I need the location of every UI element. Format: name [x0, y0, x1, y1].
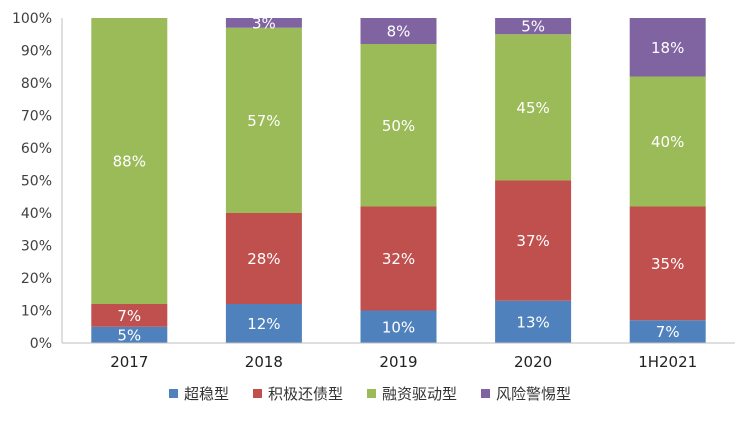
bar-segment	[495, 300, 572, 343]
data-label: 7%	[656, 323, 680, 341]
bar-segment	[360, 18, 437, 44]
bar-segment	[91, 304, 168, 327]
legend-item: 积极还债型	[252, 383, 343, 404]
y-tick-label: 70%	[21, 109, 52, 125]
legend-swatch	[168, 389, 178, 398]
bar-segment	[225, 18, 302, 28]
data-label: 32%	[382, 250, 415, 268]
y-tick-label: 40%	[21, 206, 52, 222]
bar-segment	[629, 76, 706, 207]
data-label: 40%	[651, 133, 684, 151]
bar-segment	[495, 18, 572, 35]
data-label: 45%	[516, 99, 549, 117]
bar-segment	[225, 213, 302, 304]
data-label: 5%	[521, 18, 545, 36]
bars	[91, 18, 706, 343]
legend-label: 超稳型	[183, 385, 229, 403]
data-label: 35%	[651, 255, 684, 273]
legend-item: 融资驱动型	[367, 383, 457, 404]
data-label: 3%	[252, 14, 276, 32]
data-label: 88%	[113, 153, 146, 171]
x-tick-label: 2018	[245, 353, 283, 371]
bar-segment	[629, 18, 706, 77]
bar-segment	[360, 310, 437, 343]
legend-swatch	[367, 389, 376, 398]
y-tick-label: 20%	[21, 271, 52, 287]
y-tick-label: 80%	[21, 76, 52, 92]
data-label: 57%	[247, 112, 280, 130]
y-tick-label: 60%	[21, 141, 52, 157]
x-tick-label: 2020	[514, 353, 552, 371]
y-tick-label: 0%	[30, 336, 52, 352]
legend-label: 融资驱动型	[382, 385, 458, 403]
bar-segment	[360, 206, 437, 311]
data-label: 10%	[382, 318, 415, 336]
bar-segment	[91, 18, 168, 304]
data-label: 28%	[247, 250, 280, 268]
legend-swatch	[252, 389, 262, 398]
y-axis-ticks: 0% 10% 20% 30% 40% 50% 60% 70% 80% 90% 100%	[12, 11, 52, 352]
legend-label: 积极还债型	[267, 385, 343, 403]
bar-segment	[495, 34, 572, 181]
y-tick-label: 50%	[21, 174, 52, 190]
data-label: 5%	[117, 326, 141, 344]
data-label: 7%	[117, 307, 141, 325]
legend-label: 风险警惕型	[496, 385, 572, 403]
y-tick-label: 30%	[21, 239, 52, 255]
bar-segment	[225, 27, 302, 213]
bar-segment	[495, 180, 572, 301]
bar-segment	[91, 326, 168, 343]
data-label: 12%	[247, 315, 280, 333]
legend-item: 超稳型	[168, 383, 229, 404]
x-axis-ticks: 2017 2018 2019 2020 1H2021	[110, 353, 697, 371]
data-label: 50%	[382, 117, 415, 135]
y-tick-label: 100%	[12, 11, 52, 27]
data-label: 13%	[516, 313, 549, 331]
x-tick-label: 1H2021	[638, 353, 697, 371]
bar-segment	[360, 44, 437, 207]
legend: 超稳型 积极还债型 融资驱动型 风险警惕型	[0, 383, 740, 404]
legend-item: 风险警惕型	[481, 383, 571, 404]
legend-swatch	[481, 389, 491, 398]
x-tick-label: 2017	[110, 353, 148, 371]
data-label: 8%	[387, 23, 411, 41]
x-tick-label: 2019	[379, 353, 417, 371]
bar-segment	[629, 206, 706, 321]
data-label: 37%	[516, 232, 549, 250]
y-tick-label: 90%	[21, 44, 52, 60]
bar-segment	[629, 320, 706, 343]
bar-segment	[225, 304, 302, 343]
data-label: 18%	[651, 39, 684, 57]
y-tick-label: 10%	[21, 304, 52, 320]
data-labels: 5%7%88%12%28%57%3%10%32%50%8%13%37%45%5%…	[113, 14, 685, 344]
